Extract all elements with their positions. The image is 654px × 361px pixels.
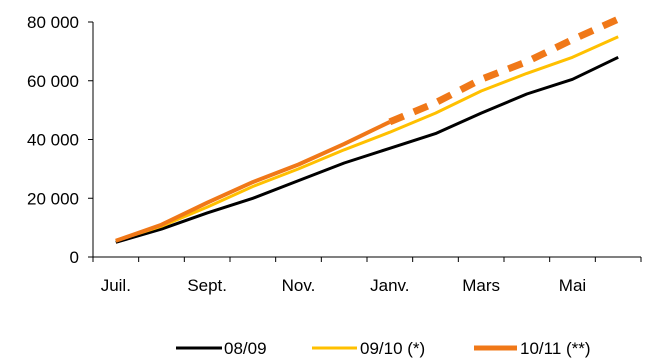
series-line-10-11-forecast [388,15,620,126]
series-line-09-10 [115,35,619,243]
legend-label: 09/10 (*) [360,339,425,358]
x-tick-label: Mars [462,276,500,295]
legend-label: 10/11 (**) [520,339,591,358]
x-tick-label: Mai [559,276,586,295]
x-axis-ticks: Juil. Sept. Nov. Janv. Mars Mai [92,257,642,295]
y-tick-label: 0 [70,248,79,267]
chart-legend: 08/09 09/10 (*) 10/11 (**) [176,339,591,358]
legend-label: 08/09 [224,339,267,358]
y-tick-label: 20 000 [27,189,79,208]
series-lines [115,15,620,244]
y-tick-label: 40 000 [27,131,79,150]
x-tick-label: Nov. [282,276,316,295]
series-line-08-09 [115,55,619,244]
y-axis-ticks: 0 20 000 40 000 60 000 80 000 [27,13,93,267]
x-tick-label: Juil. [101,276,131,295]
x-tick-label: Janv. [370,276,409,295]
series-line-10-11-actual [115,120,391,243]
y-tick-label: 60 000 [27,72,79,91]
y-tick-label: 80 000 [27,13,79,32]
x-tick-label: Sept. [187,276,227,295]
